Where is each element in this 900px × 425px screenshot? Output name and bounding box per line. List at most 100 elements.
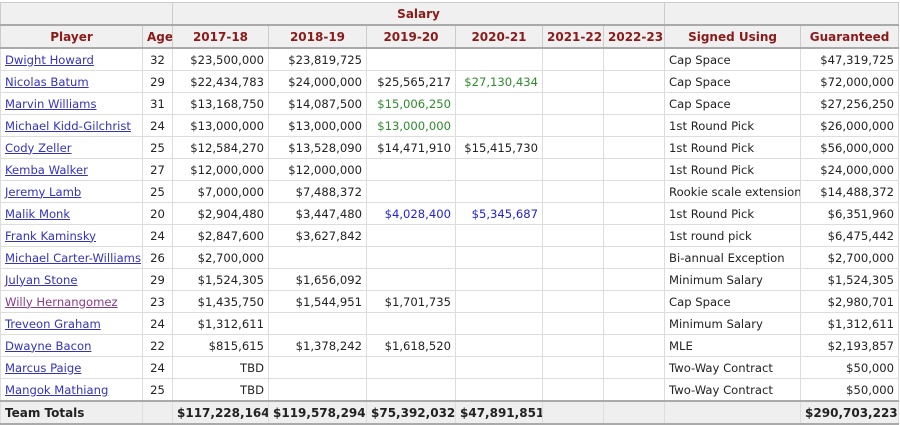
column-header-guaranteed[interactable]: Guaranteed	[800, 24, 900, 49]
player-link[interactable]: Michael Kidd-Gilchrist	[5, 118, 131, 133]
age-cell: 29	[142, 70, 173, 93]
salary-cell: $12,000,000	[172, 158, 269, 181]
age-cell: 22	[142, 334, 173, 357]
salary-cell: $14,471,910	[366, 136, 456, 159]
salary-cell: $27,130,434	[455, 70, 543, 93]
player-cell: Jeremy Lamb	[0, 180, 143, 203]
salary-cell	[455, 92, 543, 115]
salary-cell	[542, 47, 604, 71]
player-cell: Willy Hernangomez	[0, 290, 143, 313]
salary-cell	[602, 246, 666, 269]
guaranteed-cell: $14,488,372	[800, 180, 900, 203]
player-link[interactable]: Dwayne Bacon	[5, 338, 92, 353]
totals-age-blank	[142, 400, 173, 425]
group-header-row: Salary	[0, 2, 900, 26]
player-link[interactable]: Frank Kaminsky	[5, 228, 97, 243]
player-link[interactable]: Dwight Howard	[5, 52, 94, 67]
column-header-2019-20[interactable]: 2019-20	[366, 24, 456, 49]
salary-cell	[455, 114, 543, 137]
player-cell: Frank Kaminsky	[0, 224, 143, 247]
player-link[interactable]: Jeremy Lamb	[5, 184, 82, 199]
salary-cell	[455, 268, 543, 291]
salary-cell	[366, 268, 456, 291]
player-link[interactable]: Marcus Paige	[5, 360, 82, 375]
salary-cell	[542, 356, 604, 379]
table-row: Michael Carter-Williams 26 $2,700,000 Bi-an…	[0, 246, 900, 269]
player-link[interactable]: Mangok Mathiang	[5, 382, 109, 397]
column-header-player[interactable]: Player	[0, 24, 143, 49]
player-link[interactable]: Cody Zeller	[5, 140, 72, 155]
salary-cell: $1,656,092	[268, 268, 367, 291]
group-header-blank-right	[664, 2, 900, 26]
salary-cell	[602, 334, 666, 357]
salary-cell	[602, 224, 666, 247]
player-link[interactable]: Julyan Stone	[5, 272, 78, 287]
salary-cell	[268, 356, 367, 379]
salary-cell	[602, 136, 666, 159]
table-body: Dwight Howard 32 $23,500,000 $23,819,725 Cap…	[0, 47, 900, 425]
age-cell: 32	[142, 47, 173, 71]
player-cell: Michael Kidd-Gilchrist	[0, 114, 143, 137]
age-cell: 25	[142, 378, 173, 402]
salary-cell	[366, 246, 456, 269]
age-cell: 24	[142, 312, 173, 335]
totals-salary-cell	[542, 400, 604, 425]
age-cell: 25	[142, 180, 173, 203]
player-cell: Julyan Stone	[0, 268, 143, 291]
column-header-2018-19[interactable]: 2018-19	[268, 24, 367, 49]
age-cell: 27	[142, 158, 173, 181]
player-link[interactable]: Nicolas Batum	[5, 74, 89, 89]
salary-cell	[455, 356, 543, 379]
table-row: Malik Monk 20 $2,904,480 $3,447,480 $4,028,4…	[0, 202, 900, 225]
column-header-2017-18[interactable]: 2017-18	[172, 24, 269, 49]
column-header-2020-21[interactable]: 2020-21	[455, 24, 543, 49]
column-header-age[interactable]: Age	[142, 24, 173, 49]
guaranteed-cell: $56,000,000	[800, 136, 900, 159]
salary-cell: $13,000,000	[366, 114, 456, 137]
player-link[interactable]: Willy Hernangomez	[5, 294, 118, 309]
salary-cell: $5,345,687	[455, 202, 543, 225]
player-cell: Michael Carter-Williams	[0, 246, 143, 269]
age-cell: 31	[142, 92, 173, 115]
column-header-signed-using[interactable]: Signed Using	[664, 24, 802, 49]
player-cell: Kemba Walker	[0, 158, 143, 181]
table-row: Jeremy Lamb 25 $7,000,000 $7,488,372 Rookie …	[0, 180, 900, 203]
totals-signed-blank	[664, 400, 802, 425]
age-cell: 24	[142, 356, 173, 379]
column-header-2022-23[interactable]: 2022-23	[602, 24, 666, 49]
table-row: Willy Hernangomez 23 $1,435,750 $1,544,951 $…	[0, 290, 900, 313]
salary-cell	[602, 312, 666, 335]
salary-cell	[542, 70, 604, 93]
guaranteed-cell: $24,000,000	[800, 158, 900, 181]
totals-salary-cell: $119,578,294	[268, 400, 367, 425]
salary-cell	[602, 114, 666, 137]
guaranteed-cell: $47,319,725	[800, 47, 900, 71]
salary-cell	[542, 246, 604, 269]
player-link[interactable]: Malik Monk	[5, 206, 71, 221]
salary-cell	[455, 312, 543, 335]
totals-salary-cell: $117,228,164	[172, 400, 269, 425]
salary-cell	[542, 378, 604, 402]
table-row: Julyan Stone 29 $1,524,305 $1,656,092 Minimu…	[0, 268, 900, 291]
salary-cell	[455, 246, 543, 269]
age-cell: 20	[142, 202, 173, 225]
signed-using-cell: Minimum Salary	[664, 268, 802, 291]
salary-cell: $1,524,305	[172, 268, 269, 291]
salary-cell: $13,000,000	[172, 114, 269, 137]
salary-cell	[268, 312, 367, 335]
salary-cell: $23,500,000	[172, 47, 269, 71]
player-link[interactable]: Michael Carter-Williams	[5, 250, 142, 265]
salary-cell: $25,565,217	[366, 70, 456, 93]
salary-cell	[366, 224, 456, 247]
player-link[interactable]: Treveon Graham	[5, 316, 101, 331]
signed-using-cell: Cap Space	[664, 47, 802, 71]
player-cell: Dwight Howard	[0, 47, 143, 71]
player-link[interactable]: Kemba Walker	[5, 162, 88, 177]
column-header-2021-22[interactable]: 2021-22	[542, 24, 604, 49]
player-link[interactable]: Marvin Williams	[5, 96, 97, 111]
salary-cell	[602, 378, 666, 402]
salary-cell	[366, 312, 456, 335]
salary-cell	[542, 180, 604, 203]
salary-cell	[602, 70, 666, 93]
